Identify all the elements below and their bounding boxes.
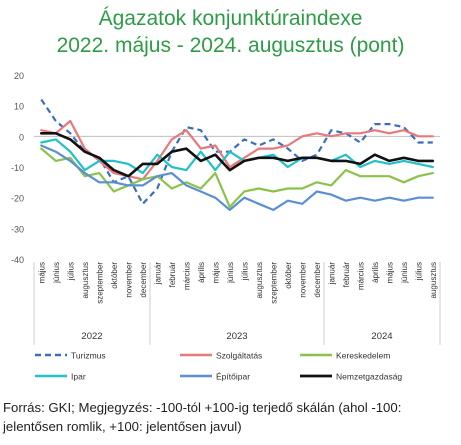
year-label: 2024: [371, 331, 392, 342]
x-tick-label: október: [110, 262, 119, 289]
legend-label: Építőipar: [216, 372, 250, 382]
x-tick-label: november: [298, 262, 307, 298]
x-tick-label: július: [240, 262, 249, 281]
source-note: Forrás: GKI; Megjegyzés: -100-tól +100-i…: [3, 400, 402, 434]
legend-label: Ipar: [71, 372, 86, 382]
legend-label: Turizmus: [71, 351, 106, 361]
chart-plot: 20 10 0 -10 -20 -30 -40 május június július augusz…: [11, 71, 441, 382]
series-line-nemzetgazdaság: [39, 132, 435, 178]
x-tick-label: december: [139, 262, 148, 298]
x-tick-label: április: [371, 262, 380, 283]
chart-subtitle: 2022. május - 2024. augusztus (pont): [56, 34, 405, 57]
y-tick-label: -10: [11, 163, 24, 173]
x-tick-label: december: [313, 262, 322, 298]
x-tick-label: július: [66, 262, 75, 281]
x-tick-label: március: [356, 262, 365, 290]
x-tick-label: február: [168, 262, 177, 288]
x-tick-label: május: [385, 262, 394, 283]
x-tick-label: június: [52, 262, 61, 284]
y-tick-label: -40: [11, 255, 24, 265]
legend-label: Kereskedelem: [336, 351, 390, 361]
x-tick-label: május: [37, 262, 46, 283]
x-tick-label: január: [153, 262, 162, 286]
x-tick-label: szeptember: [269, 262, 278, 304]
y-tick-label: -30: [11, 224, 24, 234]
x-tick-label: január: [327, 262, 336, 286]
x-tick-label: április: [197, 262, 206, 283]
series-line-szolgáltatás: [40, 119, 434, 181]
x-tick-label: augusztus: [429, 262, 438, 298]
chart-title: Ágazatok konjunktúraindexe: [98, 7, 363, 30]
y-tick-label: 10: [14, 102, 24, 112]
x-tick-label: július: [414, 262, 423, 281]
x-tick-label: szeptember: [95, 262, 104, 304]
year-label: 2023: [226, 331, 247, 342]
x-tick-label: március: [182, 262, 191, 290]
y-tick-label: -20: [11, 194, 24, 204]
x-tick-label: június: [226, 262, 235, 284]
y-tick-label: 20: [14, 71, 24, 81]
x-tick-label: augusztus: [255, 262, 264, 298]
legend-label: Szolgáltatás: [216, 351, 262, 361]
series-line-turizmus: [40, 98, 433, 205]
series-line-ipar: [40, 138, 434, 175]
x-tick-label: augusztus: [81, 262, 90, 298]
x-tick-label: október: [284, 262, 293, 289]
x-tick-label: február: [342, 262, 351, 288]
y-tick-label: 0: [19, 132, 24, 142]
series-line-építőipar: [40, 144, 434, 211]
x-tick-label: május: [211, 262, 220, 283]
x-tick-label: november: [124, 262, 133, 298]
legend-label: Nemzetgazdaság: [336, 372, 402, 382]
x-tick-label: június: [400, 262, 409, 284]
year-label: 2022: [81, 331, 102, 342]
